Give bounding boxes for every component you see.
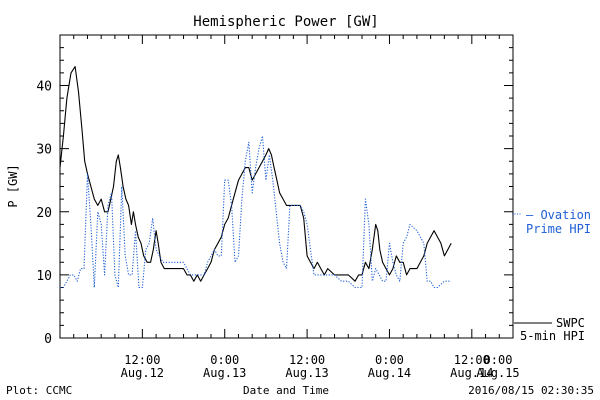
- chart-title: Hemispheric Power [GW]: [193, 14, 378, 30]
- x-tick-label-time: 0:00: [375, 353, 404, 367]
- x-tick-label-date: Aug.12: [121, 366, 164, 380]
- swpc-hpi-line: [59, 66, 452, 282]
- ovation-prime-line: [60, 135, 452, 289]
- x-tick-label-date: Aug.13: [203, 366, 246, 380]
- footer-x-axis-label: Date and Time: [243, 384, 329, 397]
- footer-plot-credit: Plot: CCMC: [6, 384, 72, 397]
- x-axis-ticks: 12:00Aug.120:00Aug.1312:00Aug.130:00Aug.…: [59, 35, 520, 380]
- legend-ovation-line1: — Ovation: [526, 208, 591, 222]
- y-tick-label: 0: [44, 332, 52, 347]
- x-tick-label-date: Aug.13: [285, 366, 328, 380]
- x-tick-label-time: 0:00: [484, 353, 513, 367]
- y-tick-label: 30: [36, 143, 52, 158]
- y-tick-label: 40: [36, 80, 52, 95]
- y-axis-ticks: 0 10 20 30 40: [36, 34, 513, 347]
- x-tick-label-date: Aug.14: [450, 366, 493, 380]
- data-series: [59, 66, 452, 289]
- legend-swpc-line1: SWPC: [556, 316, 585, 330]
- legend-ovation-line2: Prime HPI: [526, 222, 591, 236]
- x-tick-label-date: Aug.15: [476, 366, 519, 380]
- x-tick-label-time: 12:00: [289, 353, 325, 367]
- plot-frame: [59, 34, 514, 339]
- x-tick-label-time: 12:00: [124, 353, 160, 367]
- x-tick-label-time: 0:00: [210, 353, 239, 367]
- y-tick-label: 10: [36, 269, 52, 284]
- y-tick-label: 20: [36, 206, 52, 221]
- footer-timestamp: 2016/08/15 02:30:35: [468, 384, 594, 397]
- x-tick-label-time: 12:00: [454, 353, 490, 367]
- y-axis-label: P [GW]: [6, 164, 20, 207]
- x-tick-label-date: Aug.14: [368, 366, 411, 380]
- legend-swpc-line2: 5-min HPI: [520, 329, 585, 343]
